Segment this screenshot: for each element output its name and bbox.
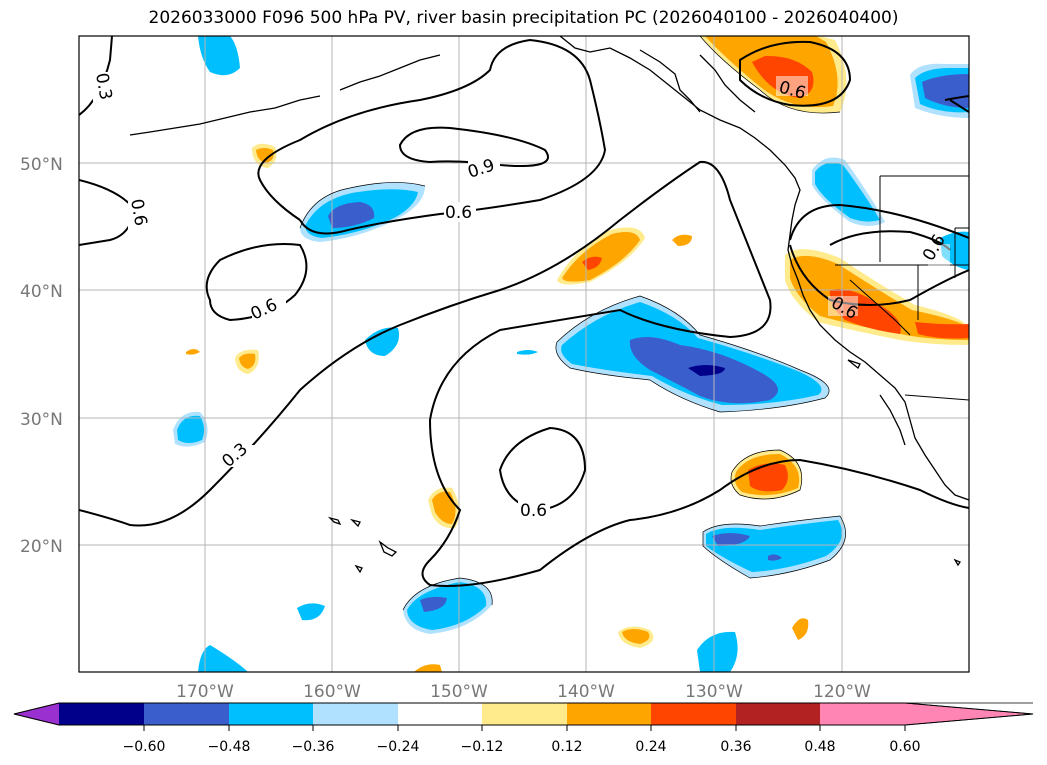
colorbar-bin	[229, 703, 313, 725]
colorbar-bin	[313, 703, 398, 725]
lat-label: 50°N	[20, 155, 63, 175]
colorbar-tick-label: −0.48	[208, 739, 251, 755]
colorbar-tick-label: 0.36	[720, 739, 751, 755]
colorbar-bin	[398, 703, 482, 725]
lat-label: 40°N	[20, 282, 63, 302]
coastlines	[129, 36, 969, 574]
pv-contours	[79, 36, 969, 587]
lon-label: 120°W	[813, 682, 871, 702]
colorbar: −0.60 −0.48 −0.36 −0.24 −0.12 0.12 0.24 …	[13, 702, 1034, 755]
contour-label: 0.6	[520, 501, 547, 521]
colorbar-bin	[736, 703, 820, 725]
colorbar-tick-label: 0.24	[635, 739, 666, 755]
colorbar-tick-label: −0.24	[377, 739, 420, 755]
colorbar-bin	[482, 703, 567, 725]
lat-label: 20°N	[20, 537, 63, 557]
contour-labels: 0.3 0.6 0.9 0.6 0.6 0.3 0.6 0.6 0.6 0.6	[91, 71, 950, 521]
colorbar-tick-label: −0.60	[123, 739, 166, 755]
colorbar-bin	[820, 703, 905, 725]
colorbar-bin	[651, 703, 736, 725]
lat-label: 30°N	[20, 410, 63, 430]
colorbar-tick-label: 0.60	[889, 739, 920, 755]
contour-label: 0.3	[91, 71, 115, 101]
lat-labels: 50°N 40°N 30°N 20°N	[20, 155, 63, 557]
map-title: 2026033000 F096 500 hPa PV, river basin …	[148, 8, 899, 28]
lon-label: 170°W	[176, 682, 234, 702]
lon-label: 130°W	[685, 682, 743, 702]
shading-edges	[299, 36, 846, 611]
precip-shading	[173, 36, 969, 672]
colorbar-extend-max	[905, 703, 1033, 725]
lon-label: 150°W	[430, 682, 488, 702]
colorbar-bin	[59, 703, 144, 725]
contour-label: 0.6	[126, 197, 150, 227]
colorbar-tick-label: 0.12	[551, 739, 582, 755]
graticule	[79, 36, 969, 672]
lon-labels: 170°W 160°W 150°W 140°W 130°W 120°W	[176, 682, 871, 702]
colorbar-tick-label: −0.12	[461, 739, 504, 755]
colorbar-tick-label: −0.36	[292, 739, 335, 755]
colorbar-bin	[567, 703, 651, 725]
lon-label: 140°W	[557, 682, 615, 702]
lon-label: 160°W	[303, 682, 361, 702]
map-frame	[78, 35, 970, 673]
colorbar-tick-label: 0.48	[804, 739, 835, 755]
contour-label: 0.6	[445, 203, 472, 223]
colorbar-bin	[144, 703, 229, 725]
colorbar-extend-min	[14, 703, 59, 725]
